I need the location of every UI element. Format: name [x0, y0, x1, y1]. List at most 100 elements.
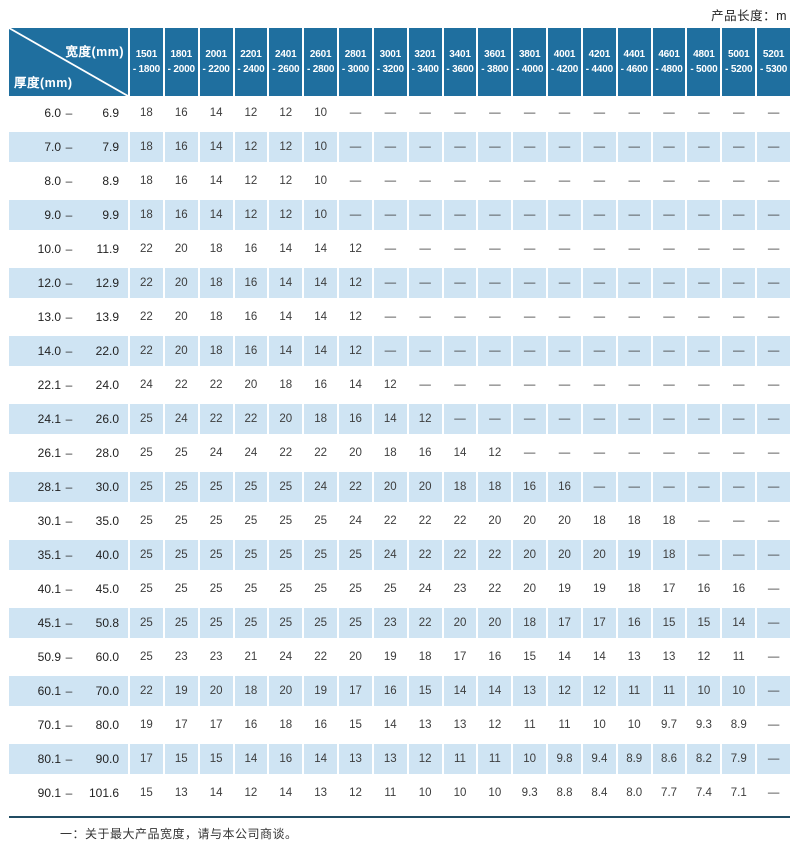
- length-value-cell: 8.9: [730, 719, 747, 731]
- length-value-cell: 12: [697, 651, 711, 663]
- length-value-cell: 15: [140, 787, 153, 799]
- length-value-cell: 25: [174, 583, 188, 595]
- width-range-header: 3201 - 3400: [408, 28, 442, 96]
- length-value-cell: 14: [209, 107, 223, 119]
- length-value-cell: 25: [164, 606, 198, 640]
- no-value-dash-cell: —: [767, 175, 780, 187]
- length-value-cell: 8.2: [687, 742, 721, 776]
- length-value-cell: 24: [209, 447, 223, 459]
- no-value-dash-cell: —: [489, 107, 501, 119]
- length-value-cell: 17: [662, 583, 676, 595]
- length-value-cell: 19: [617, 538, 651, 572]
- width-range-header: 4401 - 4600: [617, 28, 651, 96]
- length-value-cell: 16: [269, 742, 303, 776]
- range-dash: –: [65, 378, 73, 392]
- no-value-dash-cell: —: [349, 107, 362, 119]
- range-dash: –: [65, 344, 73, 358]
- no-value-dash-cell: —: [523, 175, 536, 187]
- length-value-cell: 8.0: [626, 787, 643, 799]
- length-value-cell: 25: [209, 583, 223, 595]
- length-value-cell: 7.4: [695, 787, 712, 799]
- no-value-dash-cell: —: [732, 447, 745, 459]
- width-range-header: 1801 - 2000: [164, 28, 198, 96]
- length-value-cell: 25: [339, 538, 372, 572]
- length-value-cell: 10: [314, 175, 328, 187]
- length-value-cell: 22: [453, 515, 467, 527]
- length-value-cell: 25: [140, 447, 153, 459]
- length-value-cell: 14: [453, 447, 467, 459]
- range-dash: –: [65, 514, 73, 528]
- length-value-cell: 18: [627, 583, 641, 595]
- length-value-cell: 24: [373, 538, 407, 572]
- length-value-cell: 12: [349, 311, 362, 323]
- length-value-cell: 12: [279, 175, 293, 187]
- length-value-cell: 18: [279, 719, 293, 731]
- length-value-cell: 14: [443, 674, 477, 708]
- length-value-cell: 22: [443, 538, 477, 572]
- length-value-cell: 16: [314, 379, 328, 391]
- length-value-cell: 9.3: [521, 787, 538, 799]
- range-dash: –: [65, 616, 73, 630]
- width-range-line1: 4201: [588, 48, 611, 60]
- no-value-dash-cell: —: [698, 379, 710, 391]
- length-value-cell: 25: [244, 583, 258, 595]
- no-value-dash-cell: —: [548, 402, 581, 436]
- length-value-cell: 10: [304, 198, 338, 232]
- no-value-dash-cell: —: [558, 175, 571, 187]
- length-value-cell: 13: [339, 742, 372, 776]
- thickness-to: 6.9: [102, 106, 119, 120]
- length-value-cell: 14: [209, 787, 223, 799]
- width-range-line1: 4601: [658, 48, 680, 60]
- length-value-cell: 7.9: [722, 742, 756, 776]
- length-value-cell: 12: [582, 674, 616, 708]
- no-value-dash-cell: —: [582, 402, 616, 436]
- no-value-dash-cell: —: [523, 107, 536, 119]
- length-value-cell: 13: [662, 651, 676, 663]
- length-value-cell: 11: [384, 787, 397, 799]
- no-value-dash-cell: —: [419, 243, 431, 255]
- width-range-header: 2401 - 2600: [269, 28, 303, 96]
- length-value-cell: 20: [199, 674, 233, 708]
- length-value-cell: 25: [234, 606, 268, 640]
- no-value-dash-cell: —: [384, 243, 397, 255]
- thickness-from: 26.1: [37, 446, 61, 460]
- no-value-dash-cell: —: [489, 379, 501, 391]
- no-value-dash-cell: —: [582, 334, 616, 368]
- thickness-to: 45.0: [95, 582, 119, 596]
- length-value-cell: 25: [130, 606, 163, 640]
- no-value-dash-cell: —: [617, 130, 651, 164]
- length-value-cell: 20: [164, 334, 198, 368]
- length-value-cell: 19: [383, 651, 397, 663]
- length-value-cell: 23: [453, 583, 467, 595]
- no-value-dash-cell: —: [767, 719, 780, 731]
- no-value-dash-cell: —: [408, 198, 442, 232]
- length-value-cell: 11: [443, 742, 477, 776]
- length-value-cell: 25: [279, 515, 293, 527]
- no-value-dash-cell: —: [652, 266, 686, 300]
- width-range-header: 5201 - 5300: [757, 28, 790, 96]
- length-value-cell: 15: [349, 719, 362, 731]
- length-value-cell: 14: [722, 606, 756, 640]
- length-value-cell: 16: [164, 130, 198, 164]
- length-value-cell: 18: [140, 107, 153, 119]
- length-value-cell: 25: [199, 470, 233, 504]
- thickness-to: 35.0: [95, 514, 119, 528]
- length-value-cell: 14: [209, 175, 223, 187]
- no-value-dash-cell: —: [732, 515, 745, 527]
- width-range-line1: 1501: [135, 48, 158, 60]
- thickness-to: 40.0: [95, 548, 119, 562]
- width-range-line2: - 3200: [376, 64, 404, 75]
- thickness-range-cell: 9.0– 9.9: [9, 198, 128, 232]
- length-value-cell: 20: [269, 402, 303, 436]
- length-value-cell: 16: [548, 470, 581, 504]
- length-value-cell: 18: [513, 606, 547, 640]
- length-value-cell: 14: [269, 266, 303, 300]
- length-value-cell: 7.1: [730, 787, 747, 799]
- length-value-cell: 16: [244, 243, 258, 255]
- thickness-to: 80.0: [95, 718, 119, 732]
- length-value-cell: 25: [244, 515, 258, 527]
- length-value-cell: 9.4: [582, 742, 616, 776]
- thickness-range-cell: 35.1– 40.0: [9, 538, 128, 572]
- length-value-cell: 18: [199, 266, 233, 300]
- thickness-from: 40.1: [37, 582, 61, 596]
